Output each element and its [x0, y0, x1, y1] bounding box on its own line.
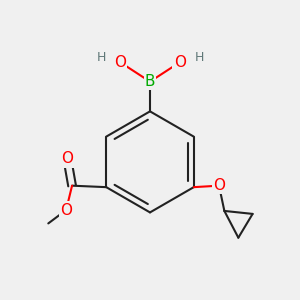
- Text: H: H: [194, 51, 204, 64]
- Text: O: O: [60, 202, 72, 217]
- Text: O: O: [174, 55, 186, 70]
- Text: O: O: [213, 178, 225, 193]
- Text: O: O: [114, 55, 126, 70]
- Text: H: H: [96, 51, 106, 64]
- Text: B: B: [145, 74, 155, 89]
- Text: O: O: [61, 152, 74, 166]
